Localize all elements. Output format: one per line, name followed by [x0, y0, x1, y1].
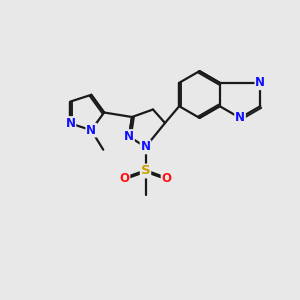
Text: N: N	[65, 117, 76, 130]
Text: N: N	[140, 140, 151, 154]
Text: N: N	[124, 130, 134, 143]
Text: N: N	[86, 124, 96, 137]
Text: O: O	[161, 172, 172, 185]
Text: N: N	[255, 76, 265, 89]
Text: S: S	[141, 164, 150, 178]
Text: O: O	[119, 172, 130, 185]
Text: N: N	[235, 111, 245, 124]
